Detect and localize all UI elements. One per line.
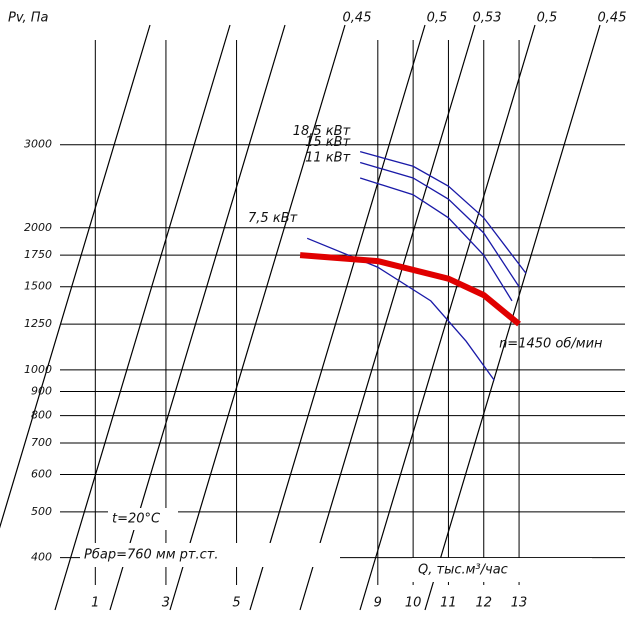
series-label: 15 кВт <box>305 135 350 150</box>
annotation: Рбар=760 мм рт.ст. <box>84 548 218 563</box>
y-tick-label: 400 <box>31 551 52 564</box>
x-tick-label: 11 <box>440 596 457 611</box>
series-line <box>359 161 520 288</box>
x-tick-label: 1 <box>91 596 99 611</box>
x-tick-label: 13 <box>511 596 528 611</box>
y-tick-label: 800 <box>31 409 52 422</box>
x-label-bg <box>412 558 592 582</box>
annotation-bg <box>80 543 340 567</box>
y-tick-label: 1250 <box>24 317 52 330</box>
y-axis-label: Pv, Па <box>8 11 49 26</box>
efficiency-line <box>249 24 426 611</box>
efficiency-label: 0,5 <box>537 11 558 26</box>
annotation: t=20°C <box>112 512 161 527</box>
efficiency-line <box>54 24 231 611</box>
series-label: n=1450 об/мин <box>499 337 603 352</box>
efficiency-line <box>169 24 346 611</box>
series-label: 7,5 кВт <box>248 211 298 226</box>
efficiency-line <box>0 24 151 529</box>
x-tick-label: 5 <box>232 596 240 611</box>
annotation-bg <box>108 508 178 530</box>
x-axis-label: Q, тыс.м³/час <box>418 563 508 578</box>
y-tick-label: 500 <box>31 505 52 518</box>
y-tick-label: 2000 <box>24 221 52 234</box>
series-label: 11 кВт <box>305 150 350 165</box>
y-tick-label: 3000 <box>24 138 52 151</box>
efficiency-line <box>359 24 536 611</box>
efficiency-label: 0,45 <box>598 11 627 26</box>
y-tick-label: 700 <box>31 436 52 449</box>
x-tick-label: 10 <box>405 596 422 611</box>
efficiency-line <box>299 24 476 611</box>
y-tick-label: 1000 <box>24 363 52 376</box>
x-tick-label: 3 <box>162 596 170 611</box>
series-line <box>299 252 521 327</box>
y-tick-label: 600 <box>31 468 52 481</box>
y-tick-label: 1750 <box>24 248 52 261</box>
series-line <box>359 151 527 274</box>
y-tick-label: 900 <box>31 384 52 397</box>
series-line <box>359 177 513 302</box>
series-label: 18,5 кВт <box>293 124 351 139</box>
efficiency-label: 0,53 <box>473 11 502 26</box>
efficiency-label: 0,5 <box>427 11 448 26</box>
x-tick-label: 12 <box>475 596 492 611</box>
y-tick-label: 1500 <box>24 280 52 293</box>
x-tick-label: 9 <box>374 596 382 611</box>
efficiency-label: 0,45 <box>343 11 372 26</box>
